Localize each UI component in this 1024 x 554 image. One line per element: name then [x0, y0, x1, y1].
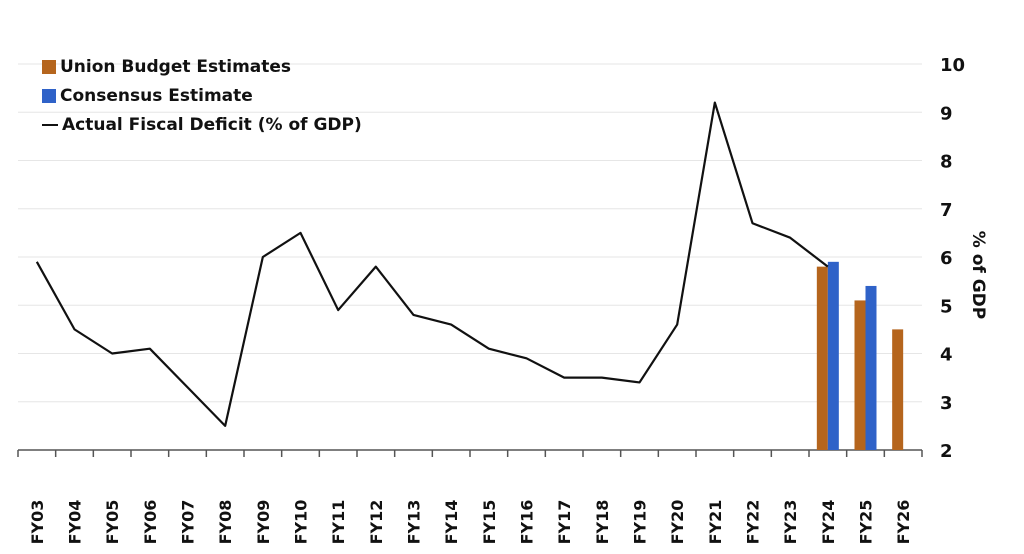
legend-label-union-budget: Union Budget Estimates	[60, 56, 292, 77]
y-tick-label: 4	[940, 345, 953, 366]
x-tick-label: FY08	[216, 500, 235, 545]
union-budget-swatch	[42, 59, 56, 74]
x-tick-label: FY11	[329, 500, 348, 545]
x-tick-label: FY09	[254, 500, 273, 545]
x-tick-label: FY19	[631, 500, 650, 545]
x-tick-label: FY24	[819, 500, 838, 545]
x-tick-label: FY14	[442, 500, 461, 545]
legend-item-union-budget: Union Budget Estimates	[42, 52, 362, 81]
x-tick-label: FY21	[706, 500, 725, 545]
x-tick-label: FY04	[66, 500, 85, 545]
x-tick-label: FY06	[141, 500, 160, 545]
x-tick-label: FY05	[103, 500, 122, 545]
union-budget-bar	[816, 266, 828, 450]
y-tick-label: 3	[940, 393, 953, 414]
x-tick-label: FY03	[28, 500, 47, 545]
x-tick-label: FY10	[292, 500, 311, 545]
x-tick-label: FY25	[857, 500, 876, 545]
x-tick-label: FY12	[367, 500, 386, 545]
consensus-bar	[865, 285, 877, 450]
consensus-bar	[827, 261, 839, 450]
y-tick-label: 6	[940, 248, 953, 269]
y-tick-label: 10	[940, 55, 965, 76]
consensus-swatch	[42, 88, 56, 103]
y-tick-label: 7	[940, 200, 953, 221]
legend: Union Budget Estimates Consensus Estimat…	[42, 52, 362, 139]
legend-item-actual: Actual Fiscal Deficit (% of GDP)	[42, 110, 362, 139]
x-tick-label: FY20	[668, 500, 687, 545]
x-tick-label: FY07	[179, 500, 198, 545]
actual-line-swatch	[42, 123, 58, 126]
y-tick-label: 8	[940, 152, 953, 173]
legend-label-actual: Actual Fiscal Deficit (% of GDP)	[62, 114, 362, 135]
x-tick-label: FY23	[781, 500, 800, 545]
x-tick-label: FY13	[405, 500, 424, 545]
union-budget-bar	[892, 329, 904, 450]
x-tick-label: FY22	[744, 500, 763, 545]
y-axis-label: % of GDP	[968, 231, 988, 319]
x-tick-label: FY16	[518, 500, 537, 545]
x-tick-label: FY15	[480, 500, 499, 545]
y-tick-label: 2	[940, 441, 953, 462]
actual-fiscal-deficit-line	[35, 101, 829, 427]
x-tick-label: FY17	[555, 500, 574, 545]
union-budget-bar	[854, 300, 866, 450]
x-tick-label: FY26	[894, 500, 913, 545]
legend-item-consensus: Consensus Estimate	[42, 81, 362, 110]
x-tick-label: FY18	[593, 500, 612, 545]
y-tick-label: 5	[940, 296, 953, 317]
legend-label-consensus: Consensus Estimate	[60, 85, 253, 106]
y-tick-label: 9	[940, 103, 953, 124]
